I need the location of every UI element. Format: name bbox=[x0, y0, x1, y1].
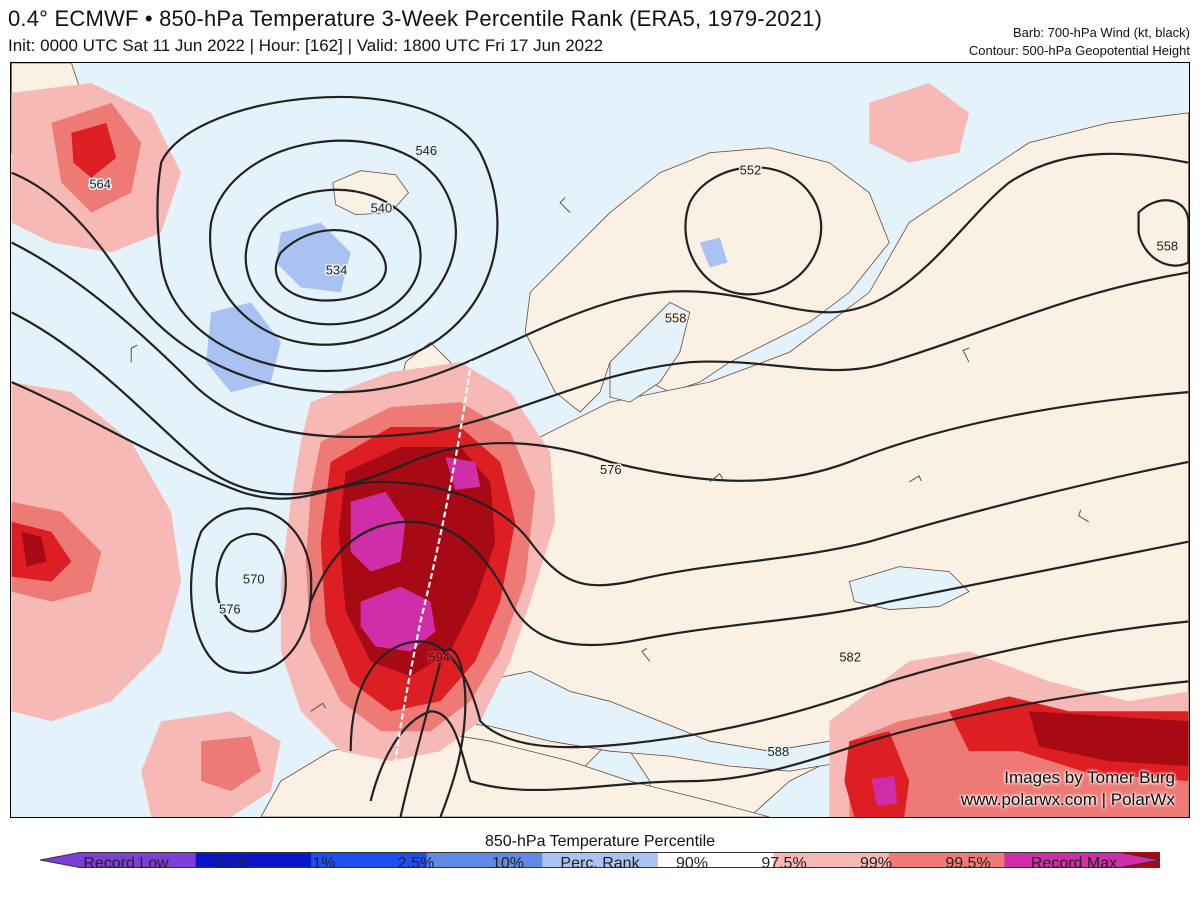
colorbar-cell bbox=[1004, 852, 1160, 868]
contour-label: 570 bbox=[243, 572, 265, 587]
map-metadata: Barb: 700-hPa Wind (kt, black) Contour: … bbox=[969, 24, 1190, 60]
contour-label: 576 bbox=[600, 462, 622, 477]
contour-558-east bbox=[1137, 199, 1189, 267]
contour-label: 534 bbox=[326, 262, 348, 277]
colorbar-outline bbox=[40, 852, 1160, 868]
legend-label: 97.5% bbox=[761, 855, 807, 872]
contour-576 bbox=[309, 520, 1189, 647]
contour-label: 582 bbox=[839, 649, 861, 664]
wind-barb bbox=[709, 473, 724, 483]
scandinavia-land bbox=[524, 147, 890, 413]
north-africa-warm-975 bbox=[201, 736, 261, 792]
legend-label: Record Max bbox=[1030, 855, 1118, 872]
contour-564 bbox=[11, 311, 1189, 496]
contour-558 bbox=[11, 241, 1189, 439]
header: 0.4° ECMWF • 850-hPa Temperature 3-Week … bbox=[0, 0, 1200, 62]
contour-label: 576 bbox=[219, 602, 241, 617]
weather-map: 564 546 540 534 558 552 558 570 576 576 … bbox=[11, 63, 1189, 817]
barb-note: Barb: 700-hPa Wind (kt, black) bbox=[1012, 25, 1190, 40]
scandinavia-cold-10 bbox=[699, 237, 728, 268]
colorbar-cell bbox=[311, 852, 428, 868]
colorbar-cell bbox=[40, 852, 196, 868]
contour-label: 558 bbox=[1157, 239, 1179, 254]
legend-label: 1% bbox=[312, 855, 336, 872]
contour-540 bbox=[244, 188, 422, 326]
contour-588 bbox=[369, 680, 1189, 802]
legend-label: 99% bbox=[859, 855, 893, 872]
legend-label: 99.5% bbox=[945, 855, 991, 872]
legend-labels: Record Low 0.5% 1% 2.5% 10% Perc. Rank 9… bbox=[0, 855, 1200, 877]
colorbar-cell bbox=[426, 852, 543, 868]
ridge-axis-line bbox=[394, 352, 474, 762]
legend-label: Perc. Rank bbox=[560, 855, 640, 872]
map-title: 0.4° ECMWF • 850-hPa Temperature 3-Week … bbox=[8, 6, 823, 31]
iceland-cold-10 bbox=[275, 222, 351, 293]
contour-label: 552 bbox=[740, 163, 762, 178]
legend-label: 10% bbox=[491, 855, 525, 872]
colorbar-cell bbox=[888, 852, 1005, 868]
contour-564-west bbox=[11, 152, 1189, 394]
baltic-sea bbox=[609, 301, 691, 403]
contour-570-low bbox=[215, 532, 287, 633]
percentile-colorbar bbox=[40, 852, 1160, 868]
contour-label: 558 bbox=[665, 310, 687, 325]
contour-552-west bbox=[156, 95, 499, 372]
legend-label: Record Low bbox=[83, 855, 169, 872]
france-record-max bbox=[350, 491, 406, 572]
contour-576-low bbox=[190, 507, 313, 674]
atlantic-cold-10 bbox=[206, 302, 281, 393]
colorbar-cell bbox=[657, 852, 774, 868]
france-north-record-max bbox=[445, 456, 481, 490]
map-subtitle: Init: 0000 UTC Sat 11 Jun 2022 | Hour: [… bbox=[8, 36, 604, 55]
russia-warm-90 bbox=[869, 82, 970, 163]
wind-barb bbox=[559, 197, 571, 213]
colorbar-cell bbox=[542, 852, 659, 868]
contour-label: 564 bbox=[89, 177, 111, 192]
west-atlantic-warm-99 bbox=[71, 122, 117, 178]
colorbar-cell bbox=[773, 852, 890, 868]
contour-570 bbox=[11, 381, 1189, 587]
sw-atlantic-warm-995 bbox=[21, 531, 47, 567]
wind-barb bbox=[641, 648, 651, 662]
cold-anomalies bbox=[206, 222, 728, 393]
legend-label: 90% bbox=[675, 855, 709, 872]
contour-534 bbox=[274, 228, 387, 302]
map-panel: 564 546 540 534 558 552 558 570 576 576 … bbox=[10, 62, 1190, 818]
contour-552-north bbox=[684, 166, 823, 296]
legend-title: 850-hPa Temperature Percentile bbox=[484, 833, 716, 850]
contour-label: 546 bbox=[415, 143, 437, 158]
black-sea bbox=[848, 566, 970, 610]
colorbar-cells bbox=[40, 852, 1160, 868]
contour-594 bbox=[399, 648, 467, 817]
wind-barb bbox=[962, 347, 970, 363]
colorbar-cell bbox=[195, 852, 312, 868]
wind-barb bbox=[908, 475, 922, 483]
warm-anomalies bbox=[11, 82, 1189, 817]
middle-east-warm-995 bbox=[1028, 711, 1189, 767]
contour-note: Contour: 500-hPa Geopotential Height bbox=[968, 43, 1190, 58]
legend-label: 0.5% bbox=[213, 855, 251, 872]
height-contours bbox=[11, 95, 1189, 817]
contour-labels: 564 546 540 534 558 552 558 570 576 576 … bbox=[88, 141, 1180, 760]
contour-582 bbox=[349, 620, 1189, 752]
contour-546 bbox=[208, 139, 457, 346]
wind-barbs bbox=[130, 197, 1089, 712]
wind-barb bbox=[310, 702, 327, 712]
credit-author: Images by Tomer Burg bbox=[1004, 768, 1175, 787]
levant-record-max bbox=[871, 776, 898, 807]
wind-barb bbox=[1078, 509, 1089, 523]
contour-label: 588 bbox=[768, 744, 790, 759]
legend-label: 2.5% bbox=[397, 855, 435, 872]
contour-label: 540 bbox=[371, 201, 393, 216]
image-credit: Images by Tomer Burg www.polarwx.com | P… bbox=[961, 767, 1175, 811]
wind-barb bbox=[130, 344, 138, 363]
credit-website: www.polarwx.com | PolarWx bbox=[960, 790, 1175, 809]
contour-label: 594 bbox=[428, 649, 450, 664]
